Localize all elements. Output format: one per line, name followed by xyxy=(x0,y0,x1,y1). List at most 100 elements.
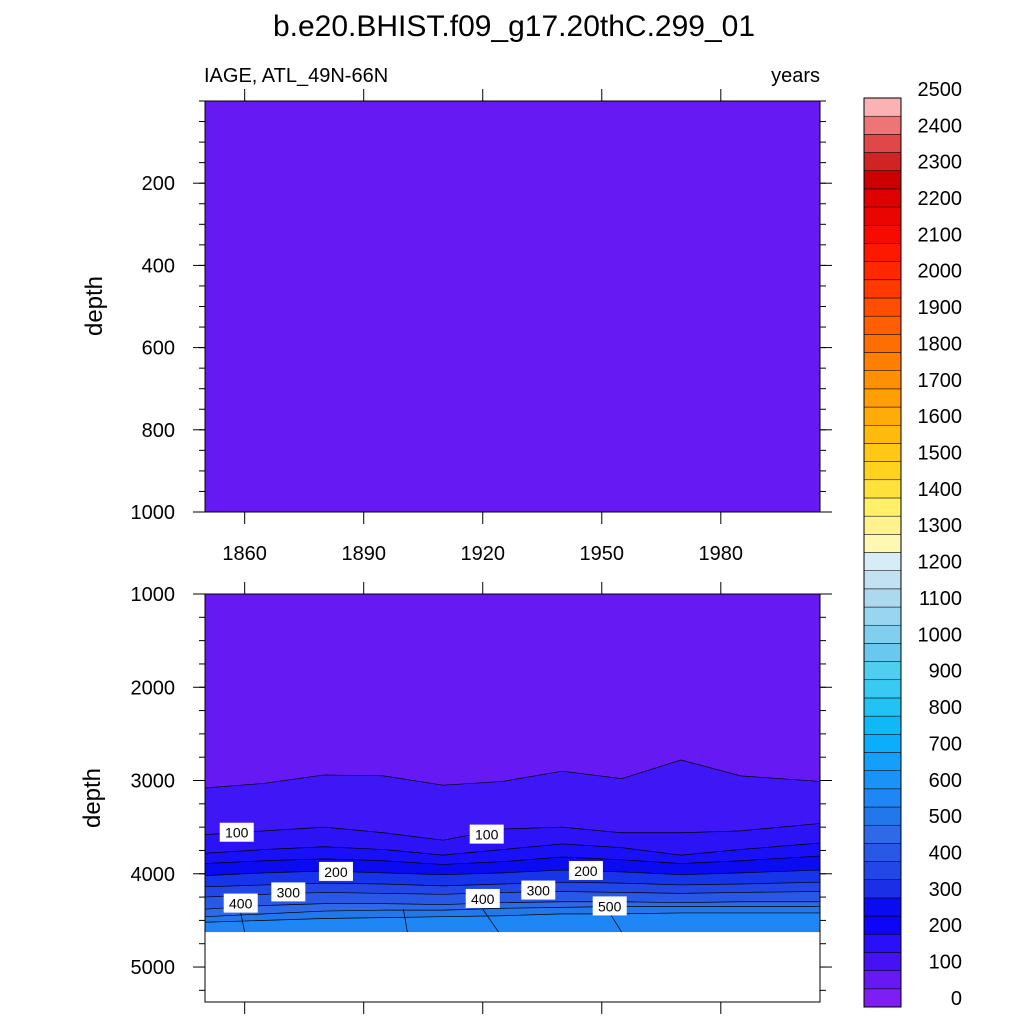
contour-band-550 xyxy=(205,912,820,933)
colorbar-swatch xyxy=(863,243,902,262)
colorbar-swatch xyxy=(863,352,902,371)
colorbar-swatch xyxy=(863,534,902,553)
contour-line-50 xyxy=(204,759,821,789)
colorbar-swatch xyxy=(863,261,902,281)
colorbar-label: 2300 xyxy=(918,152,963,174)
contour-line-550 xyxy=(204,912,820,923)
colorbar-swatch xyxy=(863,479,902,499)
colorbar-swatch xyxy=(863,643,902,662)
colorbar-label: 500 xyxy=(929,806,962,828)
contour-label-1: 100 xyxy=(475,827,499,843)
colorbar-swatch xyxy=(863,824,902,844)
contour-label-box-3 xyxy=(568,860,603,880)
contour-label-box-8 xyxy=(592,896,627,916)
x-tick-label: 1860 xyxy=(222,543,267,565)
contour-label-box-1 xyxy=(469,824,504,844)
upper-y-axis-label: depth xyxy=(81,276,108,336)
colorbar-swatch xyxy=(863,97,902,117)
y-tick-label: 2000 xyxy=(131,677,176,699)
right-subtitle: years xyxy=(771,65,820,87)
y-tick-label: 5000 xyxy=(131,957,176,979)
colorbar-swatch xyxy=(863,443,902,462)
contour-label-box-0 xyxy=(219,822,254,842)
colorbar-swatch xyxy=(863,752,902,771)
colorbar-label: 1000 xyxy=(918,624,963,646)
colorbar-label: 1600 xyxy=(918,406,963,428)
colorbar-swatch xyxy=(863,770,902,790)
contour-label-box-4 xyxy=(271,882,306,902)
colorbar-label: 2500 xyxy=(918,79,963,101)
colorbar-label: 300 xyxy=(929,879,962,901)
contour-label-6: 400 xyxy=(229,896,253,912)
colorbar-swatch xyxy=(863,552,902,571)
colorbar-label: 2100 xyxy=(918,224,963,246)
colorbar-swatch xyxy=(863,679,902,699)
colorbar-label: 900 xyxy=(929,661,962,683)
contour-line-200 xyxy=(204,855,821,865)
lower-panel: 100 100 200 200 300 300 400 400 500 1000 2000 3000 4… xyxy=(131,582,832,1014)
colorbar-swatch xyxy=(863,225,902,244)
colorbar-label: 1500 xyxy=(918,443,963,465)
colorbar-label: 100 xyxy=(929,952,962,974)
contour-label-box-5 xyxy=(521,880,556,900)
colorbar-swatch xyxy=(863,406,902,426)
y-tick-label: 200 xyxy=(142,173,175,195)
contour-segment-1 xyxy=(403,909,408,933)
colorbar-label: 2000 xyxy=(918,261,963,283)
colorbar-swatch xyxy=(863,497,902,517)
contour-label-4: 300 xyxy=(277,884,301,900)
colorbar-swatch xyxy=(863,152,902,171)
contour-label-7: 400 xyxy=(471,891,495,907)
y-tick-label: 1000 xyxy=(131,502,176,524)
colorbar-swatch xyxy=(863,843,902,862)
colorbar-label: 1700 xyxy=(918,370,963,392)
colorbar-label: 2400 xyxy=(918,115,963,137)
colorbar-label: 700 xyxy=(929,733,962,755)
colorbar-swatch xyxy=(863,697,902,717)
colorbar-swatch xyxy=(863,297,902,317)
colorbar-swatch xyxy=(863,424,902,444)
contour-label-0: 100 xyxy=(225,825,249,841)
colorbar-swatch xyxy=(863,134,902,153)
contour-label-5: 300 xyxy=(527,883,551,899)
colorbar-swatch xyxy=(863,915,902,935)
contour-label-2: 200 xyxy=(324,864,348,880)
y-tick-label: 600 xyxy=(142,338,175,360)
colorbar-swatch xyxy=(863,715,902,735)
y-tick-label: 800 xyxy=(142,420,175,442)
colorbar-swatch xyxy=(863,788,902,808)
colorbar-swatch xyxy=(863,988,902,1008)
colorbar-swatch xyxy=(863,606,902,626)
colorbar-swatch xyxy=(863,588,902,608)
colorbar-swatch xyxy=(863,315,902,335)
colorbar-swatch xyxy=(863,570,902,590)
colorbar-label: 1400 xyxy=(918,479,963,501)
colorbar-swatch xyxy=(863,170,902,190)
colorbar: 0 100 200 300 400 500 600 700 800 900 1000 1100 1200… xyxy=(863,79,963,1010)
contour-line-250 xyxy=(204,869,821,876)
colorbar-label: 200 xyxy=(929,915,962,937)
colorbar-frame xyxy=(863,97,902,1008)
contour-segment-3 xyxy=(609,912,622,933)
colorbar-label: 800 xyxy=(929,697,962,719)
upper-field-fill xyxy=(205,101,820,512)
x-tick-label: 1920 xyxy=(460,543,505,565)
colorbar-swatch xyxy=(863,388,902,408)
contour-label-8: 500 xyxy=(598,898,622,914)
left-subtitle: IAGE, ATL_49N-66N xyxy=(204,65,388,87)
contour-label-box-6 xyxy=(223,893,258,913)
contour-label-3: 200 xyxy=(574,863,598,879)
colorbar-label: 1800 xyxy=(918,333,963,355)
colorbar-swatch xyxy=(863,334,902,353)
colorbar-swatch xyxy=(863,515,902,535)
colorbar-swatch xyxy=(863,661,902,681)
y-tick-label: 400 xyxy=(142,255,175,277)
colorbar-swatch xyxy=(863,370,902,390)
plot-frame xyxy=(204,593,821,1003)
x-tick-label: 1950 xyxy=(580,543,625,565)
colorbar-label: 2200 xyxy=(918,188,963,210)
colorbar-swatch xyxy=(863,879,902,899)
contour-line-150 xyxy=(204,842,821,856)
y-tick-label: 4000 xyxy=(131,864,176,886)
colorbar-swatch xyxy=(863,279,902,299)
